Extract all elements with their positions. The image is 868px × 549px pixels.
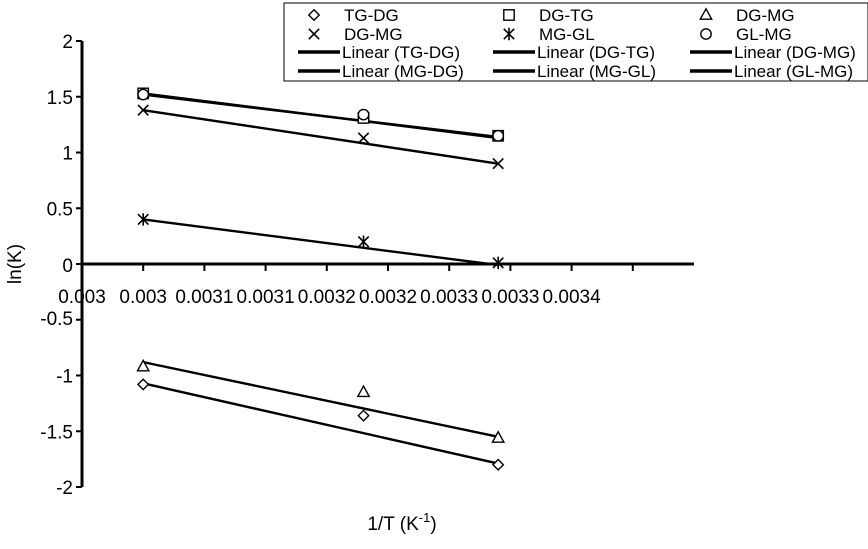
legend-marker	[700, 28, 712, 40]
y-axis-label: ln(K)	[5, 244, 26, 284]
legend-trendline-label: Linear (DG-TG)	[537, 43, 655, 62]
trendline	[142, 382, 499, 465]
asterisk-marker-shape	[357, 235, 370, 248]
x-axis-label-superscript: -1	[419, 510, 431, 525]
diamond-marker-shape	[137, 378, 150, 391]
legend-trendline-label: Linear (GL-MG)	[734, 62, 853, 81]
legend-trendline-label: Linear (MG-DG)	[342, 62, 464, 81]
y-tick-label: -1	[56, 367, 73, 388]
x-tick-label: 0.003	[58, 287, 106, 308]
data-point	[137, 213, 149, 226]
data-point	[492, 129, 505, 142]
legend-label: GL-MG	[736, 25, 792, 44]
trendline	[143, 218, 499, 267]
trendline	[142, 360, 499, 438]
circle-marker-shape	[137, 88, 150, 101]
circle-marker-shape	[492, 129, 505, 142]
triangle-marker-shape	[356, 384, 371, 398]
cross-marker-shape	[357, 132, 370, 144]
data-point	[491, 430, 506, 443]
x-tick-label: 0.0031	[175, 287, 233, 308]
trendlines	[142, 92, 499, 465]
asterisk-marker-shape	[492, 256, 504, 270]
y-tick-label: 0	[62, 256, 73, 277]
data-point	[357, 108, 370, 121]
square-marker-shape	[503, 9, 515, 21]
diamond-marker-shape	[491, 458, 505, 471]
x-tick-label: 0.0034	[543, 287, 602, 308]
legend-marker	[699, 7, 713, 20]
y-tick-label: 1	[62, 144, 73, 165]
legend-marker	[503, 27, 515, 41]
legend-trendline-label: Linear (MG-GL)	[537, 62, 656, 81]
y-tick-label: -1.5	[40, 422, 73, 443]
legend-box	[283, 2, 868, 82]
x-tick-label: 0.0032	[359, 287, 417, 308]
diamond-marker-shape	[307, 8, 321, 22]
y-tick-label: 2	[62, 32, 73, 53]
asterisk-marker-shape	[503, 27, 515, 41]
x-tick-label: 0.0033	[481, 287, 539, 308]
data-point	[357, 235, 370, 248]
triangle-marker-shape	[136, 358, 151, 372]
legend-label: DG-MG	[344, 25, 403, 44]
legend-label: TG-DG	[344, 6, 399, 25]
legend: TG-DG DG-TG DG-MG DG-MG MG-GL GL-MG Linear (TG…	[283, 2, 868, 82]
data-point	[492, 157, 504, 170]
trendline	[143, 108, 499, 165]
x-axis-label-tail: )	[430, 514, 436, 535]
legend-label: DG-TG	[539, 6, 594, 25]
data-point	[357, 132, 370, 144]
asterisk-marker-shape	[137, 213, 149, 226]
x-axis-label: 1/T (K-1)	[367, 510, 436, 535]
legend-trendline-label: Linear (TG-DG)	[342, 43, 460, 62]
y-tick-label: -2	[56, 478, 73, 499]
circle-marker-shape	[700, 28, 712, 40]
data-point	[491, 458, 505, 471]
cross-marker-shape	[137, 104, 149, 116]
data-point	[136, 358, 151, 372]
y-tick-label: 0.5	[47, 199, 73, 220]
x-axis-label-main: 1/T (K	[367, 514, 419, 535]
x-tick-label: 0.0031	[237, 287, 295, 308]
x-tick-label: 0.0033	[420, 287, 478, 308]
triangle-marker-shape	[699, 7, 713, 20]
y-tick-label: 1.5	[47, 88, 73, 109]
trendline	[143, 93, 499, 139]
cross-marker-shape	[492, 157, 504, 170]
data-point	[356, 384, 371, 398]
x-tick-label: 0.0032	[298, 287, 356, 308]
data-point	[137, 378, 150, 391]
data-point	[492, 256, 504, 270]
legend-marker	[308, 28, 320, 40]
diamond-marker-shape	[357, 409, 370, 422]
legend-label: DG-MG	[736, 6, 795, 25]
markers	[136, 87, 506, 471]
data-point	[357, 409, 370, 422]
cross-marker-shape	[308, 28, 320, 40]
legend-marker	[503, 9, 515, 21]
x-tick-label: 0.003	[119, 287, 167, 308]
legend-label: MG-GL	[539, 25, 595, 44]
triangle-marker-shape	[491, 430, 506, 443]
legend-marker	[307, 8, 321, 22]
axes: 21.510.50-0.5-1-1.5-20.003 0.003 0.0031 0.0…	[40, 32, 694, 499]
data-point	[137, 104, 149, 116]
legend-trendline-label: Linear (DG-MG)	[734, 43, 856, 62]
circle-marker-shape	[357, 108, 370, 121]
y-tick-label: -0.5	[40, 309, 73, 330]
data-point	[137, 88, 150, 101]
